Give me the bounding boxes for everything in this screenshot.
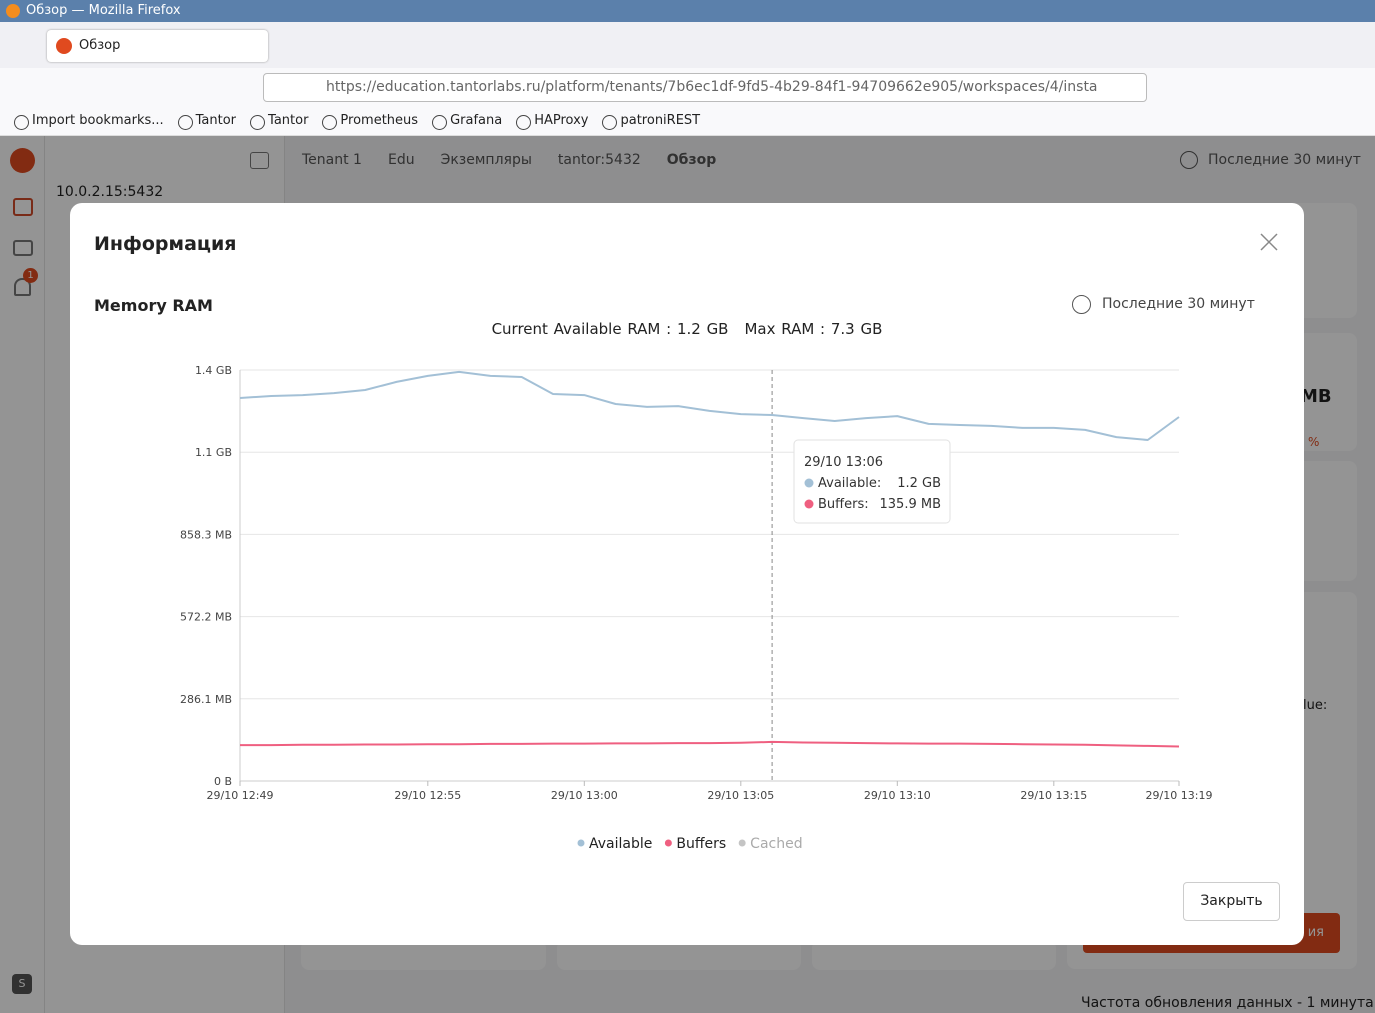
footer: Частота обновления данных - 1 минута [1081,995,1374,1011]
bookmark[interactable]: HAProxy [516,113,588,130]
y-tick-label: 1.1 GB [195,446,232,459]
breadcrumb[interactable]: Экземпляры [440,152,532,168]
card-value: MB [1300,386,1332,407]
window-title: Обзор — Mozilla Firefox [0,0,1375,22]
modal: Информация Memory RAM Последние 30 минут… [70,203,1304,945]
x-tick-label: 29/10 13:05 [707,789,774,802]
tab-icon [56,38,72,54]
legend-entry[interactable]: Buffers [676,836,726,852]
tooltip-name: Buffers: [818,497,869,512]
y-tick-label: 0 B [214,775,232,788]
tooltip-box [793,439,951,524]
legend-marker [738,839,746,847]
tooltip-marker [804,478,814,488]
x-tick-label: 29/10 13:19 [1146,789,1213,802]
x-tick-label: 29/10 13:15 [1020,789,1087,802]
breadcrumb[interactable]: Edu [387,152,415,168]
period[interactable]: Последние 30 минут [1208,152,1361,168]
chart-subtitle: Current Available RAM : 1.2 GB Max RAM : … [70,320,1304,338]
icon-rail: 1 S [0,136,45,1013]
url-bar[interactable]: https://education.tantorlabs.ru/platform… [263,73,1147,102]
chart-period[interactable]: Последние 30 минут [1102,296,1255,312]
subtitle-item: Current Available RAM : 1.2 GB [491,320,729,338]
subtitle-item: Max RAM : 7.3 GB [744,320,883,338]
breadcrumb: Обзор [666,152,717,168]
bookmark[interactable]: patroniREST [602,113,700,130]
bookmark[interactable]: Tantor [250,113,308,130]
series-line [240,740,1180,748]
chart-title: Memory RAM [94,296,213,315]
bookmark[interactable]: Tantor [177,113,236,130]
tooltip-marker [804,499,814,509]
breadcrumbs: Tenant 1 Edu Экземпляры tantor:5432 Обзо… [302,152,716,168]
legend-marker [577,839,585,847]
legend-marker [664,839,672,847]
tooltip-title: 29/10 13:06 [804,455,883,470]
avatar[interactable]: S [12,974,32,994]
tooltip-name: Available: [818,476,881,491]
modal-title: Информация [94,233,237,255]
bookmarks-bar: Import bookmarks... Tantor Tantor Promet… [0,106,1375,136]
card-delta: % [1308,435,1320,449]
card-text: lue: [1303,698,1328,713]
close-button[interactable]: Закрыть [1183,882,1280,921]
bookmark[interactable]: Import bookmarks... [14,113,164,130]
host: 10.0.2.15:5432 [56,184,164,200]
legend-entry[interactable]: Cached [750,836,802,852]
breadcrumb[interactable]: Tenant 1 [302,152,362,168]
bookmark[interactable]: Grafana [432,113,502,130]
y-tick-label: 1.4 GB [195,364,232,377]
series-line [239,370,1180,441]
x-tick-label: 29/10 12:55 [394,789,461,802]
chart: 0 B 286.1 MB 572.2 MB 858.3 MB 1.1 GB 1.4 GB 2… [180,364,1213,852]
tab[interactable]: Обзор [47,30,268,62]
x-tick-label: 29/10 13:10 [864,789,931,802]
x-tick-label: 29/10 12:49 [207,789,274,802]
y-tick-label: 858.3 MB [180,528,232,541]
firefox-icon [6,4,20,18]
tooltip-value: 135.9 MB [880,497,941,512]
y-tick-label: 572.2 MB [180,611,232,624]
tooltip-value: 1.2 GB [897,476,941,491]
close-icon[interactable] [1260,233,1278,251]
legend-entry[interactable]: Available [589,836,652,852]
bookmark[interactable]: Prometheus [322,113,418,130]
badge: 1 [23,268,38,283]
x-tick-label: 29/10 13:00 [551,789,618,802]
y-tick-label: 286.1 MB [180,693,232,706]
tooltip: 29/10 13:06 Available: 1.2 GB Buffers: 135.9… [793,439,951,524]
breadcrumb[interactable]: tantor:5432 [557,152,641,168]
